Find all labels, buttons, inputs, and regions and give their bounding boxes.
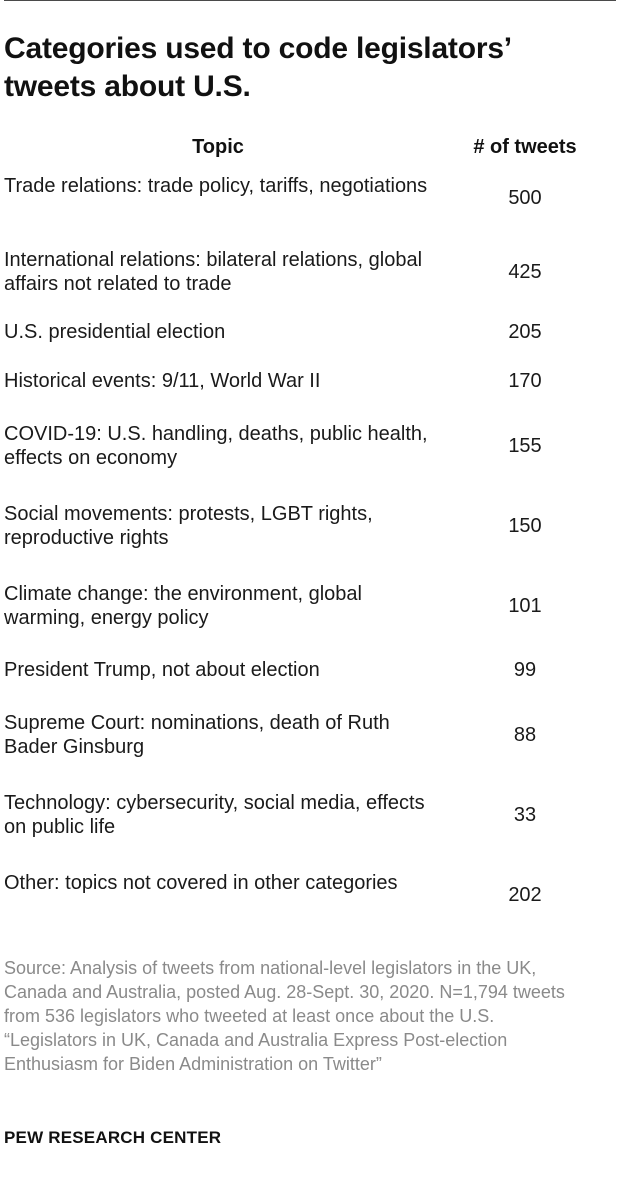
source-text: Source: Analysis of tweets from national…: [4, 958, 565, 1026]
column-header-count: # of tweets: [473, 136, 577, 158]
row-count: 155: [508, 435, 542, 457]
source-note: Source: Analysis of tweets from national…: [4, 956, 604, 1076]
row-count: 202: [508, 884, 542, 906]
row-topic: Social movements: protests, LGBT rights,…: [4, 503, 373, 549]
row-topic: Technology: cybersecurity, social media,…: [4, 792, 425, 838]
row-topic: U.S. presidential election: [4, 321, 226, 343]
table-header: Topic # of tweets: [0, 134, 620, 160]
row-count: 150: [508, 515, 542, 537]
row-topic: Supreme Court: nominations, death of Rut…: [4, 712, 390, 758]
row-count: 500: [508, 187, 542, 209]
row-count: 425: [508, 261, 542, 283]
row-count: 101: [508, 595, 542, 617]
row-topic: Trade relations: trade policy, tariffs, …: [4, 175, 428, 197]
row-topic: Other: topics not covered in other categ…: [4, 872, 398, 894]
row-count: 205: [508, 321, 542, 343]
chart-title: Categories used to code legislators’ twe…: [4, 32, 511, 103]
row-topic: President Trump, not about election: [4, 659, 320, 681]
row-topic: International relations: bilateral relat…: [4, 249, 423, 295]
row-count: 33: [513, 804, 537, 826]
row-count: 99: [513, 659, 537, 681]
row-count: 170: [508, 370, 542, 392]
row-topic: Climate change: the environment, global …: [4, 583, 362, 629]
report-title: “Legislators in UK, Canada and Australia…: [4, 1030, 508, 1074]
row-topic: Historical events: 9/11, World War II: [4, 370, 321, 392]
row-topic: COVID-19: U.S. handling, deaths, public …: [4, 423, 428, 469]
column-header-topic: Topic: [192, 136, 244, 158]
footer-brand: PEW RESEARCH CENTER: [4, 1128, 222, 1147]
row-count: 88: [513, 724, 537, 746]
top-rule: [4, 0, 616, 1]
